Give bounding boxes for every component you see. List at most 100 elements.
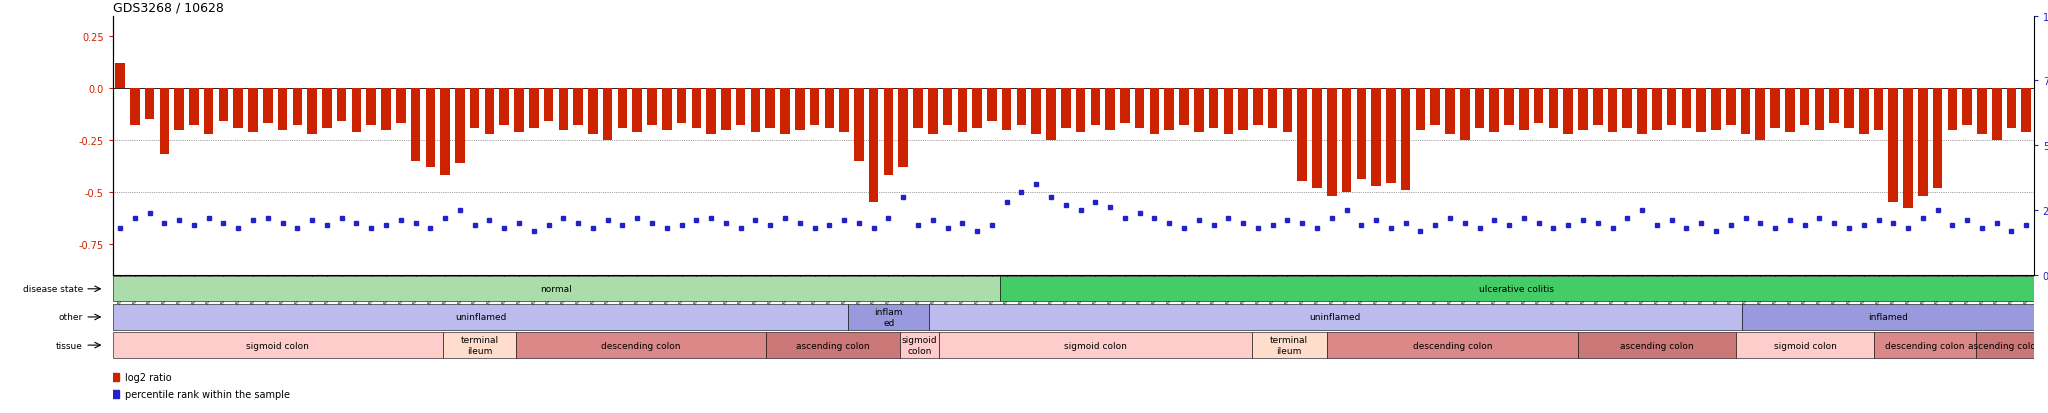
Bar [1737,332,1874,358]
Text: descending colon: descending colon [602,341,680,350]
Bar [662,89,672,130]
Bar [322,89,332,128]
Bar [1903,89,1913,209]
Bar [352,89,360,132]
Bar [913,89,924,128]
Bar [174,89,184,130]
Bar [1016,89,1026,126]
Bar [412,89,420,161]
Bar [825,89,834,128]
Bar [647,89,657,126]
Bar [1327,89,1337,197]
Bar [938,332,1251,358]
Bar [1239,89,1247,130]
Bar [1386,89,1395,184]
Text: sigmoid colon: sigmoid colon [246,341,309,350]
Bar [2007,89,2017,128]
Text: tissue: tissue [55,341,84,350]
Bar [1223,89,1233,134]
Bar [1460,89,1470,140]
Bar [1653,89,1661,130]
Bar [942,89,952,126]
Bar [307,89,317,134]
Bar [1593,89,1602,126]
Bar [1296,89,1307,182]
Text: descending colon: descending colon [1886,341,1964,350]
Bar [707,89,717,134]
Bar [883,89,893,176]
Bar [1726,89,1735,126]
Text: descending colon: descending colon [1413,341,1493,350]
Bar [1430,89,1440,126]
Bar [115,64,125,89]
Bar [1327,332,1579,358]
Bar [1636,89,1647,134]
Text: percentile rank within the sample: percentile rank within the sample [125,389,291,399]
Bar [766,332,901,358]
Text: ascending colon: ascending colon [1620,341,1694,350]
Bar [588,89,598,134]
Bar [1741,89,1751,134]
Bar [1829,89,1839,124]
Bar [1579,332,1737,358]
Bar [1976,332,2034,358]
Bar [1282,89,1292,132]
Bar [1313,89,1321,188]
Bar [1194,89,1204,132]
Bar [516,332,766,358]
Bar [809,89,819,126]
Bar [485,89,494,134]
Bar [1505,89,1513,126]
Bar [500,89,510,126]
Text: inflam
ed: inflam ed [874,308,903,327]
Bar [248,89,258,132]
Text: log2 ratio: log2 ratio [125,372,172,382]
Text: normal: normal [541,285,571,294]
Bar [293,89,303,126]
Bar [336,89,346,122]
Bar [262,89,272,124]
Bar [899,89,907,168]
Bar [160,89,170,155]
Bar [721,89,731,130]
Text: ulcerative colitis: ulcerative colitis [1479,285,1554,294]
Bar [219,89,227,122]
Bar [1888,89,1898,203]
Bar [573,89,584,126]
Bar [795,89,805,130]
Bar [1356,89,1366,180]
Text: terminal
ileum: terminal ileum [461,336,498,355]
Bar [1120,89,1130,124]
Bar [1741,304,2034,330]
Bar [1843,89,1853,128]
Bar [1681,89,1692,128]
Bar [1860,89,1868,134]
Bar [514,89,524,132]
Bar [780,89,791,134]
Bar [113,276,999,302]
Bar [854,89,864,161]
Bar [633,89,641,132]
Bar [1962,89,1972,126]
Bar [840,89,850,132]
Bar [1786,89,1794,132]
Text: sigmoid colon: sigmoid colon [1063,341,1126,350]
Bar [602,89,612,140]
Bar [868,89,879,203]
Bar [1755,89,1765,140]
Bar [1520,89,1528,130]
Text: inflamed: inflamed [1868,313,1907,322]
Bar [1993,89,2001,140]
Bar [1208,89,1219,128]
Bar [1874,89,1884,130]
Bar [1696,89,1706,132]
Text: uninflamed: uninflamed [455,313,506,322]
Bar [440,89,451,176]
Bar [395,89,406,124]
Bar [1149,89,1159,134]
Bar [1251,332,1327,358]
Bar [1135,89,1145,128]
Bar [1933,89,1942,188]
Bar [1622,89,1632,128]
Bar [381,89,391,130]
